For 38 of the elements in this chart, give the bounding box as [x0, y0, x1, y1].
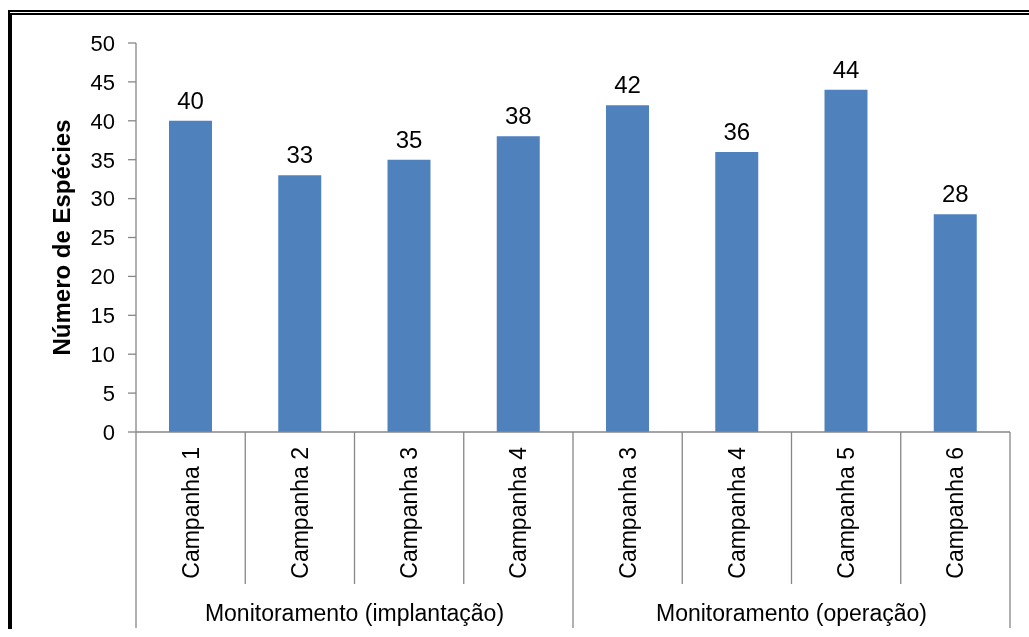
bar	[715, 151, 759, 432]
y-tick-label: 50	[90, 30, 115, 56]
data-label: 38	[504, 102, 532, 130]
y-tick-label: 35	[90, 147, 115, 173]
y-tick-label: 20	[90, 264, 115, 290]
data-label: 44	[832, 55, 860, 83]
y-tick-label: 40	[90, 108, 115, 134]
data-label: 42	[614, 71, 641, 99]
bar	[169, 120, 212, 432]
bar	[606, 105, 649, 432]
data-label: 33	[286, 141, 314, 169]
bar	[278, 175, 322, 432]
x-tick-label: Campanha 5	[833, 447, 860, 579]
y-tick-label: 0	[102, 419, 115, 445]
data-label: 28	[941, 180, 969, 208]
text: Monitoramento (implantação)	[204, 600, 505, 627]
x-tick-label: Campanha 3	[396, 447, 423, 579]
x-tick-label: Campanha 6	[942, 447, 969, 579]
bar	[933, 214, 977, 432]
y-tick-label: 15	[90, 303, 115, 329]
y-tick-label: 30	[90, 186, 115, 212]
x-tick-label: Campanha 1	[177, 447, 204, 579]
data-label: 35	[395, 125, 423, 153]
y-axis-title: Número de Espécies	[48, 119, 76, 356]
y-tick-label: 25	[90, 225, 115, 251]
bar	[824, 89, 868, 432]
x-tick-label: Campanha 4	[723, 446, 750, 579]
x-tick-label: Campanha 4	[505, 446, 532, 579]
bar	[496, 136, 540, 432]
x-tick-label: Campanha 3	[614, 447, 641, 579]
y-tick-label: 10	[90, 342, 115, 368]
bar	[387, 159, 431, 432]
data-label: 40	[177, 86, 204, 114]
x-tick-label: Campanha 2	[286, 447, 313, 579]
y-tick-label: 5	[102, 380, 115, 406]
y-tick-label: 45	[90, 69, 115, 95]
data-label: 36	[723, 117, 751, 145]
text: Monitoramento (operação)	[655, 600, 928, 627]
